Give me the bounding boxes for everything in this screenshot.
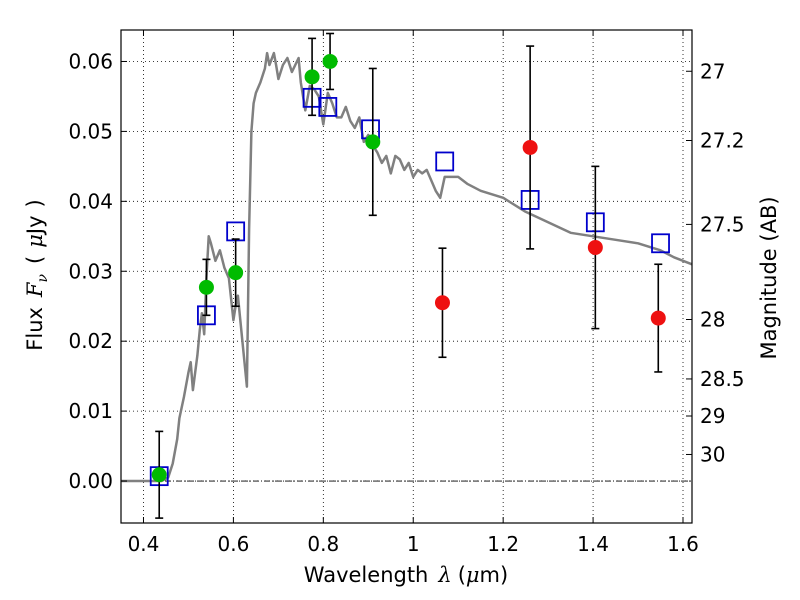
- right-tick-label: 28: [700, 308, 725, 332]
- red-point-marker: [522, 139, 538, 155]
- red-point-marker: [650, 310, 666, 326]
- detection-marker: [198, 279, 214, 295]
- plot-area: [121, 32, 693, 519]
- model-photometry-marker: [651, 233, 670, 254]
- right-tick-label: 27.2: [700, 128, 745, 152]
- y-axis-label-right: Magnitude (AB): [757, 196, 781, 359]
- x-tick-label: 0.8: [307, 532, 339, 556]
- right-tick-label: 30: [700, 442, 725, 466]
- y-axis-label-left: FluxFν(μJy): [23, 199, 51, 350]
- right-tick-label: 27: [700, 59, 725, 83]
- model-photometry-marker: [435, 151, 455, 172]
- x-axis-label: Wavelength λ (μm): [304, 563, 508, 587]
- axes: [120, 29, 693, 524]
- x-tick-label: 1.6: [667, 532, 699, 556]
- grid: [121, 30, 692, 523]
- x-tick-label: 1.4: [577, 532, 609, 556]
- detection-marker: [304, 69, 320, 85]
- detection-marker: [151, 467, 167, 483]
- y-tick-label: 0.01: [68, 399, 113, 423]
- red-point-marker: [587, 239, 603, 255]
- model-photometry-marker: [318, 97, 338, 117]
- y-tick-labels: 0.00 0.01 0.02 0.03 0.04 0.05 0.06: [68, 49, 113, 493]
- x-tick-label: 1.2: [487, 532, 519, 556]
- y-tick-label: 0.03: [68, 259, 113, 283]
- x-tick-label: 1: [407, 532, 420, 556]
- red-point-marker: [434, 295, 450, 311]
- x-tick-label: 0.4: [128, 532, 160, 556]
- right-tick-labels: 27 27.2 27.5 28 28.5 29 30: [700, 59, 745, 466]
- detection-marker: [322, 53, 338, 69]
- y-tick-label: 0.02: [68, 329, 113, 353]
- detection-marker: [365, 134, 381, 150]
- y-tick-label: 0.05: [68, 119, 113, 143]
- right-tick-label: 28.5: [700, 367, 745, 391]
- right-tick-label: 29: [700, 404, 725, 428]
- x-tick-labels: 0.4 0.6 0.8 1 1.2 1.4 1.6: [128, 532, 699, 556]
- right-tick-label: 27.5: [700, 212, 745, 236]
- model-photometry-marker: [226, 221, 246, 242]
- y-tick-label: 0.04: [68, 189, 113, 213]
- y-tick-label: 0.00: [68, 469, 113, 493]
- plot-frame: [120, 29, 693, 524]
- detection-marker: [228, 265, 244, 281]
- y-tick-label: 0.06: [68, 49, 113, 73]
- x-tick-label: 0.6: [217, 532, 249, 556]
